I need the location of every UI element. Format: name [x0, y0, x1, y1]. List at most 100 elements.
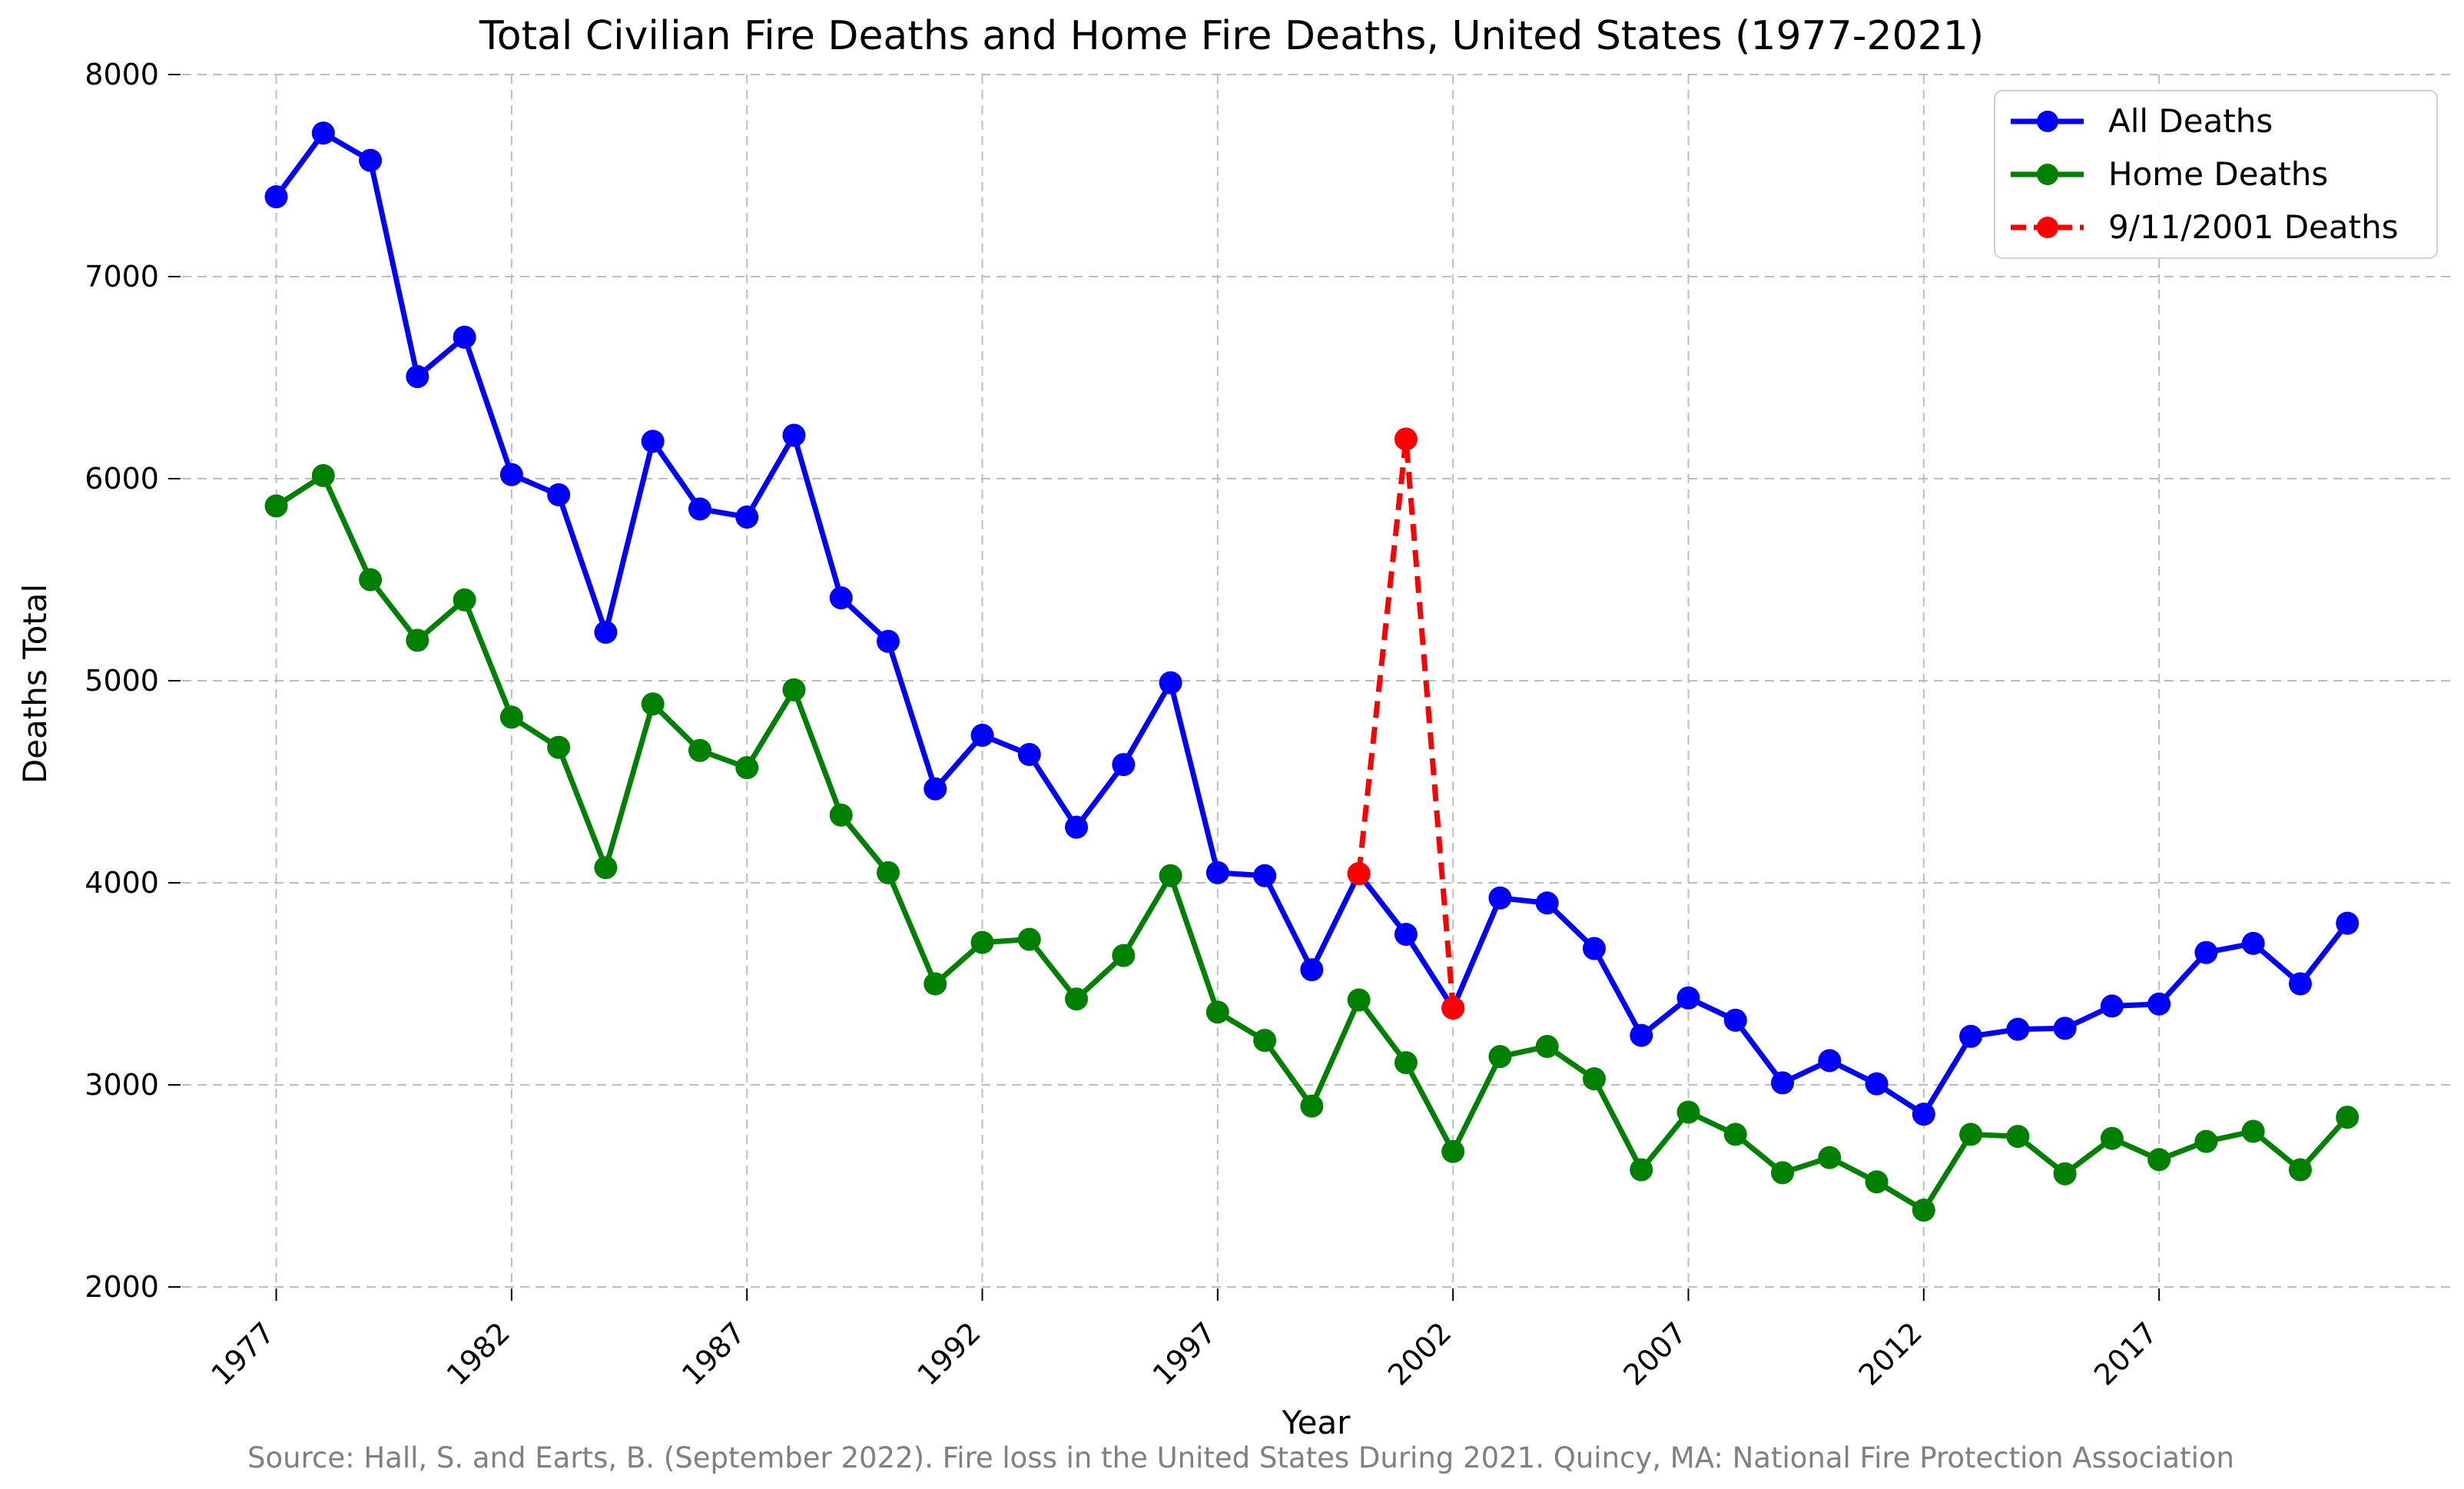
data-point-all-deaths	[2336, 911, 2360, 935]
data-point-home-deaths	[1347, 988, 1371, 1012]
legend-label-911-deaths: 9/11/2001 Deaths	[2108, 208, 2399, 246]
data-point-all-deaths	[499, 463, 523, 486]
data-point-all-deaths	[1017, 742, 1041, 766]
data-point-all-deaths	[1159, 671, 1182, 695]
data-point-home-deaths	[2006, 1125, 2030, 1149]
data-point-all-deaths	[1582, 937, 1606, 960]
data-point-home-deaths	[1582, 1067, 1606, 1091]
data-point-home-deaths	[1017, 927, 1041, 951]
y-tick-label: 8000	[85, 58, 159, 91]
legend-label-all-deaths: All Deaths	[2108, 102, 2273, 140]
data-point-all-deaths	[406, 365, 429, 389]
data-point-all-deaths	[547, 483, 571, 507]
legend-entry-911-deaths: 9/11/2001 Deaths	[2011, 208, 2399, 246]
data-point-home-deaths	[453, 588, 476, 612]
data-point-home-deaths	[359, 568, 383, 592]
data-point-all-deaths	[1771, 1071, 1795, 1095]
data-point-home-deaths	[876, 861, 900, 884]
data-point-home-deaths	[1912, 1199, 1935, 1222]
data-point-all-deaths	[359, 148, 383, 172]
data-point-home-deaths	[1065, 987, 1089, 1011]
data-point-all-deaths	[1723, 1008, 1747, 1032]
data-point-all-deaths	[876, 629, 900, 653]
data-point-all-deaths	[2288, 972, 2312, 996]
data-point-home-deaths	[688, 738, 711, 762]
data-point-all-deaths	[1488, 886, 1512, 910]
data-point-all-deaths	[1300, 958, 1324, 982]
data-point-home-deaths	[1159, 864, 1182, 887]
data-point-home-deaths	[1865, 1170, 1889, 1194]
data-point-all-deaths	[1912, 1103, 1935, 1126]
legend-label-home-deaths: Home Deaths	[2108, 155, 2328, 193]
series-lines	[264, 121, 2360, 1222]
data-point-all-deaths	[782, 423, 806, 447]
data-point-home-deaths	[2336, 1106, 2360, 1129]
data-point-home-deaths	[311, 464, 335, 488]
data-point-home-deaths	[1112, 943, 1136, 967]
data-point-9-11-2001-deaths	[1347, 862, 1371, 886]
x-axis-label: Year	[1282, 1404, 1351, 1441]
data-point-home-deaths	[1723, 1123, 1747, 1146]
data-point-all-deaths	[311, 121, 335, 145]
data-point-all-deaths	[1818, 1049, 1842, 1073]
legend-marker-911-deaths	[2037, 217, 2058, 238]
data-point-home-deaths	[1205, 1000, 1229, 1024]
data-point-all-deaths	[1535, 891, 1559, 915]
data-point-home-deaths	[2053, 1162, 2077, 1186]
data-point-home-deaths	[782, 678, 806, 701]
data-point-all-deaths	[1676, 986, 1700, 1010]
data-point-9-11-2001-deaths	[1394, 427, 1418, 451]
data-point-all-deaths	[594, 620, 618, 644]
data-point-home-deaths	[499, 705, 523, 729]
data-point-home-deaths	[924, 972, 947, 996]
data-point-all-deaths	[2006, 1017, 2030, 1041]
data-point-all-deaths	[1394, 923, 1418, 947]
data-point-all-deaths	[1865, 1072, 1889, 1096]
data-point-all-deaths	[1630, 1023, 1653, 1047]
data-point-all-deaths	[688, 497, 711, 521]
data-point-home-deaths	[1300, 1094, 1324, 1118]
chart-title: Total Civilian Fire Deaths and Home Fire…	[479, 13, 1984, 59]
data-point-home-deaths	[594, 856, 618, 880]
legend-marker-all-deaths	[2037, 111, 2058, 132]
y-tick-label: 7000	[85, 260, 159, 293]
data-point-home-deaths	[2147, 1148, 2171, 1172]
data-point-9-11-2001-deaths	[1441, 997, 1465, 1020]
legend-box	[1994, 90, 2438, 259]
data-point-home-deaths	[1535, 1035, 1559, 1059]
data-point-home-deaths	[406, 628, 429, 652]
data-point-home-deaths	[1630, 1158, 1653, 1182]
data-point-home-deaths	[1676, 1100, 1700, 1124]
data-point-home-deaths	[970, 930, 994, 954]
source-note: Source: Hall, S. and Earts, B. (Septembe…	[247, 1441, 2234, 1474]
data-point-all-deaths	[1065, 815, 1089, 839]
data-point-all-deaths	[2100, 994, 2124, 1018]
series-line-9-11-2001-deaths	[1356, 436, 1456, 1009]
data-point-all-deaths	[264, 185, 288, 209]
data-point-home-deaths	[1253, 1029, 1277, 1053]
data-point-all-deaths	[1112, 753, 1136, 777]
data-point-home-deaths	[547, 735, 571, 759]
y-tick-label: 6000	[85, 462, 159, 496]
data-point-home-deaths	[1771, 1161, 1795, 1185]
y-tick-label: 2000	[85, 1270, 159, 1304]
data-point-home-deaths	[2194, 1129, 2218, 1153]
data-point-all-deaths	[2194, 940, 2218, 964]
data-point-all-deaths	[1253, 864, 1277, 887]
data-point-all-deaths	[829, 586, 853, 610]
data-point-home-deaths	[1818, 1146, 1842, 1169]
data-point-home-deaths	[641, 692, 665, 716]
grid	[182, 74, 2451, 1288]
data-point-all-deaths	[641, 429, 665, 453]
legend-entry-all-deaths: All Deaths	[2011, 102, 2273, 140]
y-tick-label: 4000	[85, 866, 159, 900]
data-point-home-deaths	[2100, 1126, 2124, 1150]
y-tick-label: 3000	[85, 1068, 159, 1102]
data-point-home-deaths	[2288, 1158, 2312, 1182]
data-point-all-deaths	[1205, 861, 1229, 884]
data-point-all-deaths	[1959, 1024, 1983, 1048]
data-point-home-deaths	[1441, 1139, 1465, 1163]
data-point-home-deaths	[1488, 1045, 1512, 1069]
data-point-all-deaths	[2147, 992, 2171, 1016]
